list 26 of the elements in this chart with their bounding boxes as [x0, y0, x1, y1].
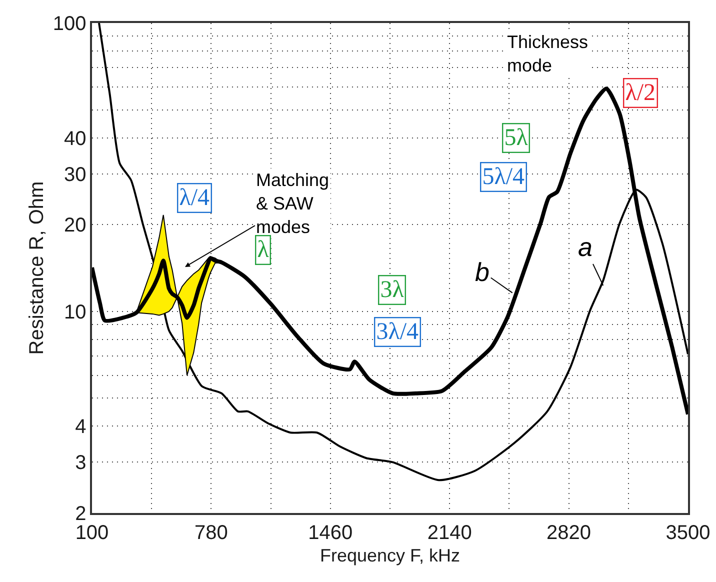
annotation: Thickness mode — [507, 32, 588, 76]
x-tick-label: 2820 — [546, 522, 592, 544]
annotation: Matching & SAW modes — [256, 170, 330, 237]
annotation: λ/2 — [625, 80, 656, 106]
annotation: λ/4 — [179, 185, 210, 212]
y-tick-label: 30 — [64, 164, 86, 186]
y-tick-label: 40 — [64, 128, 86, 150]
y-tick-label: 3 — [75, 452, 86, 474]
x-tick-label: 3500 — [666, 522, 710, 544]
y-tick-label: 100 — [52, 13, 86, 35]
x-tick-label: 1460 — [308, 522, 353, 544]
x-axis-title: Frequency F, kHz — [320, 545, 460, 566]
annotation: λ — [257, 237, 270, 264]
x-tick-label: 2140 — [427, 522, 472, 544]
y-axis-title: Resistance R, Ohm — [26, 181, 48, 355]
y-tick-label: 2 — [75, 503, 86, 525]
y-tick-label: 20 — [64, 214, 86, 237]
annotation: b — [475, 257, 490, 287]
y-tick-label: 10 — [64, 301, 86, 324]
annotation: 5λ/4 — [482, 164, 525, 190]
x-tick-label: 780 — [194, 522, 228, 544]
annotation: 3λ/4 — [376, 319, 419, 346]
annotation: 3λ — [380, 277, 404, 304]
annotation: a — [578, 232, 592, 262]
y-tick-label: 4 — [75, 416, 86, 438]
annotation: 5λ — [504, 125, 528, 152]
